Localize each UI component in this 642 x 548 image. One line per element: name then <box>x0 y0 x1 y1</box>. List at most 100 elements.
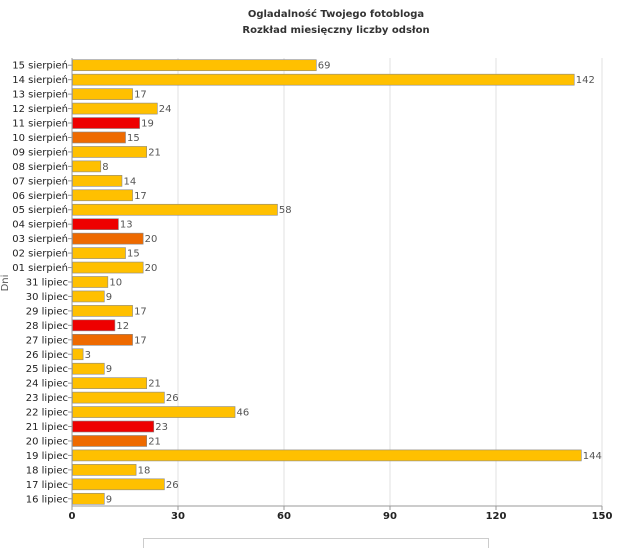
bar <box>72 131 126 144</box>
bar <box>72 203 278 216</box>
data-label: 17 <box>134 90 147 101</box>
y-tick-label: 04 sierpień <box>12 219 68 231</box>
data-label: 46 <box>237 408 250 419</box>
y-tick-label: 05 sierpień <box>12 204 68 216</box>
data-label: 15 <box>127 249 140 260</box>
data-label: 142 <box>576 75 595 86</box>
bar <box>72 290 105 303</box>
data-label: 18 <box>138 465 151 476</box>
y-tick-label: 19 lipiec <box>26 451 68 462</box>
axes: 0 30 60 90 120 150 15 sierpień 14 sierpień 13 si… <box>12 58 612 522</box>
y-tick-label: 03 sierpień <box>12 233 68 245</box>
bar <box>72 59 317 72</box>
bar <box>72 435 147 447</box>
bar <box>72 102 158 115</box>
x-tick-label: 150 <box>592 511 613 522</box>
bar <box>72 492 105 505</box>
data-label: 58 <box>279 205 292 216</box>
data-label: 13 <box>120 220 133 231</box>
y-tick-label: 24 lipiec <box>26 379 68 390</box>
y-tick-label: 30 lipiec <box>26 292 68 303</box>
y-tick-label: 11 sierpień <box>12 118 68 130</box>
bar <box>72 478 165 491</box>
data-label: 3 <box>85 350 91 361</box>
y-tick-label: 18 lipiec <box>26 465 68 476</box>
bar <box>72 276 109 288</box>
bar <box>72 377 147 389</box>
y-tick-label: 26 lipiec <box>26 350 68 361</box>
y-tick-label: 21 lipiec <box>26 422 68 433</box>
x-tick-label: 60 <box>277 511 291 522</box>
bar <box>72 175 123 187</box>
x-tick-label: 90 <box>383 511 397 522</box>
data-label: 20 <box>145 263 158 274</box>
bar <box>72 247 126 259</box>
bar <box>72 88 133 100</box>
y-tick-label: 14 sierpień <box>12 74 68 86</box>
y-tick-label: 02 sierpień <box>12 248 68 260</box>
y-tick-label: 22 lipiec <box>26 408 68 419</box>
bar <box>72 319 116 332</box>
x-tick-label: 0 <box>69 511 76 522</box>
data-label: 9 <box>106 494 112 505</box>
data-label: 26 <box>166 393 179 404</box>
y-tick-label: 13 sierpień <box>12 89 68 101</box>
bar <box>72 117 140 129</box>
data-label: 26 <box>166 480 179 491</box>
bar <box>72 348 84 361</box>
chart-subtitle: Rozkład miesięczny liczby odsłon <box>242 25 429 36</box>
data-labels: 6914217241915218141758132015201091712173… <box>85 61 602 506</box>
data-label: 19 <box>141 119 154 130</box>
y-tick-label: 16 lipiec <box>26 494 68 505</box>
bar <box>72 334 133 346</box>
data-label: 17 <box>134 191 147 202</box>
data-label: 17 <box>134 306 147 317</box>
bar <box>72 420 155 433</box>
y-tick-label: 10 sierpień <box>12 132 68 144</box>
data-label: 9 <box>106 292 112 303</box>
data-label: 8 <box>102 162 108 173</box>
bar <box>72 146 147 158</box>
grid-lines <box>177 58 603 506</box>
bar <box>72 160 102 173</box>
y-tick-label: 28 lipiec <box>26 321 68 332</box>
data-label: 12 <box>116 321 129 332</box>
bar <box>72 261 144 274</box>
bar <box>72 464 137 476</box>
y-tick-label: 31 lipiec <box>26 278 68 289</box>
data-label: 10 <box>109 278 122 289</box>
x-tick-label: 120 <box>486 511 507 522</box>
y-tick-label: 27 lipiec <box>26 335 68 346</box>
data-label: 69 <box>318 61 331 72</box>
bar <box>72 391 165 404</box>
chart-title: Ogladalność Twojego fotobloga <box>248 8 424 20</box>
y-tick-label: 17 lipiec <box>26 480 68 491</box>
data-label: 21 <box>148 147 161 158</box>
data-label: 15 <box>127 133 140 144</box>
legend-box <box>143 538 489 548</box>
y-tick-label: 07 sierpień <box>12 175 68 187</box>
y-tick-label: 25 lipiec <box>26 364 68 375</box>
data-label: 14 <box>123 176 136 187</box>
data-label: 21 <box>148 379 161 390</box>
bar <box>72 449 582 462</box>
bar <box>72 189 133 202</box>
bars <box>72 59 582 505</box>
y-tick-label: 23 lipiec <box>26 393 68 404</box>
x-tick-label: 30 <box>171 511 185 522</box>
y-tick-label: 01 sierpień <box>12 262 68 274</box>
bar <box>72 362 105 375</box>
y-tick-label: 09 sierpień <box>12 146 68 158</box>
y-tick-label: 08 sierpień <box>12 161 68 173</box>
data-label: 24 <box>159 104 172 115</box>
data-label: 17 <box>134 335 147 346</box>
y-tick-label: 15 sierpień <box>12 60 68 72</box>
data-label: 21 <box>148 436 161 447</box>
y-axis-label: Dni <box>0 275 11 292</box>
data-label: 144 <box>583 451 602 462</box>
y-tick-label: 06 sierpień <box>12 190 68 202</box>
bar <box>72 406 236 418</box>
y-tick-label: 20 lipiec <box>26 436 68 447</box>
y-tick-label: 29 lipiec <box>26 306 68 317</box>
